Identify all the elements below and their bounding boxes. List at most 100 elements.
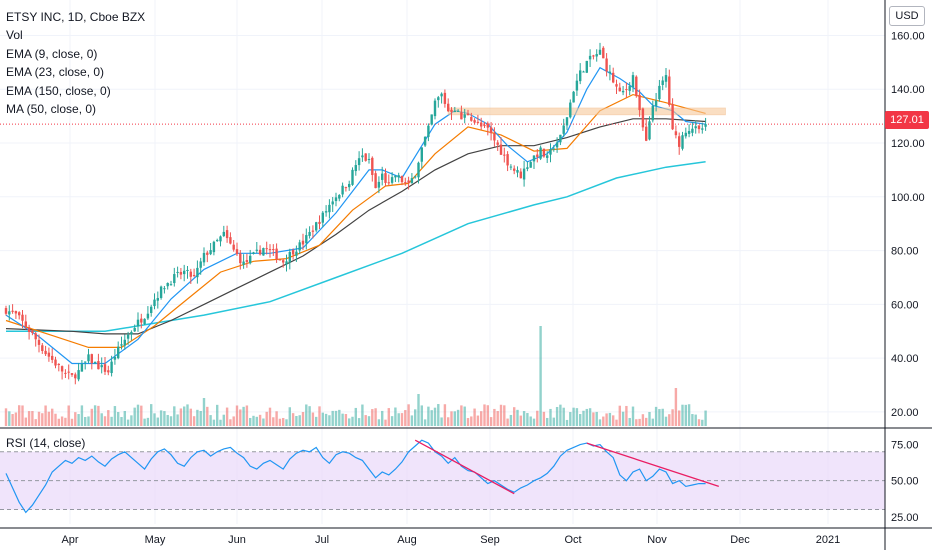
volume-bar: [621, 411, 625, 426]
volume-bar: [588, 408, 592, 426]
volume-bar: [163, 411, 166, 426]
volume-bar: [503, 405, 506, 426]
rsi-legend[interactable]: RSI (14, close): [6, 436, 86, 450]
volume-bar: [381, 410, 384, 426]
chart-title[interactable]: ETSY INC, 1D, Cboe BZX: [6, 10, 146, 24]
candle-body: [400, 176, 404, 183]
legend-ema150[interactable]: EMA (150, close, 0): [6, 83, 111, 98]
legend-vol[interactable]: Vol: [6, 28, 23, 43]
candle-body: [565, 117, 569, 126]
y-tick-label: 160.00: [891, 30, 925, 42]
volume-bar: [219, 419, 222, 426]
candle-body: [427, 125, 430, 137]
volume-bar: [519, 415, 522, 426]
volume-bar: [539, 326, 542, 426]
candle-body: [529, 162, 532, 168]
volume-bar: [546, 417, 549, 426]
candle-body: [595, 54, 598, 57]
candle-body: [423, 136, 427, 146]
volume-bar: [258, 414, 262, 426]
x-tick-label: May: [145, 534, 166, 546]
candle-body: [331, 201, 334, 205]
volume-bar: [615, 419, 618, 426]
volume-bar: [430, 410, 433, 426]
volume-bar: [618, 405, 621, 426]
volume-bar: [509, 414, 513, 426]
candle-body: [24, 321, 27, 327]
volume-bar: [282, 417, 285, 426]
candle-body: [476, 121, 480, 123]
volume-bar: [499, 404, 503, 426]
candle-body: [437, 97, 440, 101]
legend-ema9[interactable]: EMA (9, close, 0): [6, 46, 98, 61]
candle-body: [249, 255, 252, 264]
candle-body: [57, 364, 60, 366]
x-tick-label: Apr: [61, 534, 78, 546]
candle-body: [318, 221, 321, 224]
candle-body: [489, 127, 493, 134]
candle-body: [664, 75, 668, 82]
candle-body: [536, 154, 539, 157]
volume-bar: [60, 416, 64, 426]
volume-bar: [496, 411, 499, 426]
volume-bar: [27, 411, 31, 426]
volume-bar: [493, 408, 496, 426]
volume-bar: [427, 406, 430, 426]
candle-body: [212, 241, 216, 253]
candle-body: [60, 366, 64, 372]
volume-bar: [641, 414, 645, 426]
candle-body: [697, 125, 701, 130]
candle-body: [232, 244, 235, 250]
x-tick-label: Nov: [647, 534, 667, 546]
candle-body: [275, 248, 278, 260]
volume-bar: [206, 406, 209, 426]
candle-body: [651, 105, 654, 121]
legend-ma50[interactable]: MA (50, close, 0): [6, 102, 97, 117]
candle-body: [704, 124, 707, 127]
rsi-tick-label: 25.00: [891, 512, 919, 524]
volume-bar: [532, 418, 536, 426]
candle-body: [8, 311, 11, 315]
legend-ema23[interactable]: EMA (23, close, 0): [6, 65, 105, 80]
volume-bar: [117, 412, 120, 426]
y-tick-label: 140.00: [891, 84, 925, 96]
candle-body: [278, 259, 282, 261]
y-tick-label: 80.00: [891, 246, 919, 258]
candle-body: [166, 283, 169, 287]
currency-button[interactable]: USD: [889, 6, 925, 26]
volume-bar: [404, 410, 407, 426]
volume-bar: [126, 419, 130, 426]
rsi-tick-label: 75.00: [891, 440, 919, 452]
candle-body: [64, 372, 67, 374]
candle-body: [648, 121, 651, 140]
volume-bar: [324, 413, 328, 426]
volume-bar: [298, 415, 301, 426]
candle-body: [239, 253, 242, 264]
volume-bar: [440, 417, 443, 426]
candle-body: [404, 182, 407, 184]
candle-body: [80, 363, 84, 372]
volume-bar: [57, 418, 60, 426]
volume-bar: [628, 417, 631, 426]
candle-body: [367, 158, 371, 160]
volume-bar: [311, 412, 315, 426]
candle-body: [140, 318, 143, 323]
candle-body: [621, 90, 625, 93]
candle-body: [225, 230, 229, 239]
volume-bar: [44, 405, 47, 426]
candle-body: [555, 142, 559, 148]
volume-bar: [209, 415, 212, 426]
volume-bar: [651, 418, 654, 426]
candle-body: [569, 102, 572, 118]
candle-body: [262, 248, 265, 256]
volume-bar: [77, 414, 80, 426]
volume-bar: [697, 419, 701, 426]
x-tick-label: Oct: [564, 534, 581, 546]
candle-body: [466, 113, 470, 116]
candle-body: [549, 149, 552, 155]
candle-body: [440, 93, 443, 97]
candle-body: [209, 250, 212, 255]
candle-body: [268, 249, 272, 251]
volume-bar: [367, 416, 371, 426]
